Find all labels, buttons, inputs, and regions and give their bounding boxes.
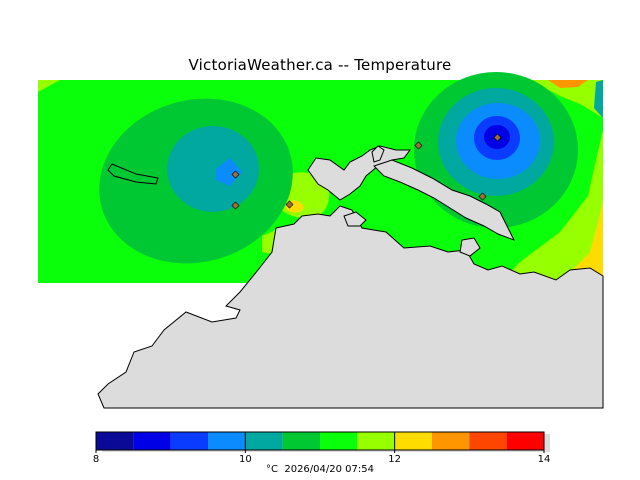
legend-swatch — [133, 432, 171, 450]
mild-zone-top-left — [38, 80, 60, 92]
inlet-peninsula — [371, 145, 385, 163]
station-marker — [231, 201, 240, 210]
station-marker — [493, 133, 502, 142]
cool-zone-top-right-edge — [594, 80, 603, 118]
hot-zone-top-right — [548, 80, 588, 88]
station-marker — [414, 141, 423, 150]
cold-cell-west-inner — [167, 126, 259, 212]
legend-tick-label: 10 — [238, 454, 252, 465]
legend-tick-label: 8 — [92, 454, 100, 465]
legend-tick-label: 14 — [537, 454, 551, 465]
legend-swatch — [208, 432, 246, 450]
legend-swatch — [170, 432, 208, 450]
legend-swatch — [96, 432, 134, 450]
bay-inlet — [343, 211, 367, 227]
island-west — [107, 163, 159, 185]
warm-band-right — [500, 130, 603, 283]
peninsula-north — [307, 145, 411, 201]
legend-swatch — [394, 432, 432, 450]
legend-swatch — [432, 432, 470, 450]
legend-caption: °C 2026/04/20 07:54 — [0, 464, 640, 475]
legend-timestamp: 2026/04/20 07:54 — [284, 464, 374, 475]
hot-band-right — [560, 200, 603, 283]
legend-swatch — [469, 432, 507, 450]
cold-cell-west-core — [216, 158, 242, 186]
land-east-strip — [373, 159, 516, 241]
legend-swatch — [506, 432, 544, 450]
color-legend-bar — [95, 431, 550, 453]
island-south-east — [459, 237, 481, 257]
warm-zone-top-right — [530, 80, 603, 118]
legend-tick-label: 12 — [388, 454, 402, 465]
station-marker — [478, 192, 487, 201]
legend-swatch — [320, 432, 358, 450]
legend-swatch — [282, 432, 320, 450]
legend-swatch — [357, 432, 395, 450]
legend-swatch — [245, 432, 283, 450]
station-marker — [285, 200, 294, 209]
map-title: VictoriaWeather.ca -- Temperature — [188, 56, 452, 74]
station-marker — [231, 170, 240, 179]
legend-unit: °C — [266, 464, 278, 475]
